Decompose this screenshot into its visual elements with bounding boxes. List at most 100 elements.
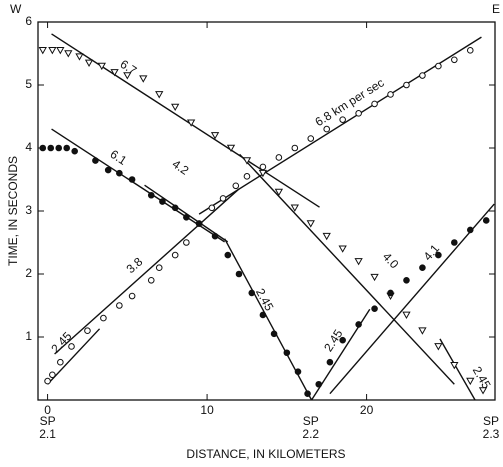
circle-point [466,226,474,234]
circle-point [371,100,378,108]
circle-point [39,144,47,152]
y-tick-label: 1 [25,329,32,343]
circle-point [243,173,251,180]
circle-point [171,204,179,212]
fit-line [239,153,455,385]
shot-point-label: 2.2 [302,427,319,441]
y-tick-label: 5 [25,77,32,91]
circle-point [219,195,227,202]
triangle-point [322,232,331,241]
y-tick-label: 4 [25,140,32,154]
circle-point [451,56,458,64]
shot-point-label: 2.1 [39,427,56,441]
circle-point [275,154,283,161]
triangle-point [466,377,475,386]
triangle-point [370,273,379,282]
triangle-point [110,69,119,77]
triangle-point [418,327,427,335]
triangle-point [155,91,164,99]
triangle-point [450,362,459,370]
circle-point [315,380,323,388]
triangle-point [186,119,196,127]
circle-point [307,135,315,142]
velocity-label: 2.45 [48,329,74,356]
triangle-point [478,387,488,395]
circle-point [435,251,442,259]
fit-line [51,128,226,243]
circle-point [128,176,136,183]
circle-point [171,251,179,259]
triangle-point [123,72,132,80]
circle-point [304,390,311,398]
circle-point [100,314,107,322]
corner-label: W [10,2,22,16]
circle-point [224,251,232,259]
plot-frame [37,21,496,401]
fit-line [51,33,320,208]
circle-point [232,182,240,190]
shot-point-label: SP [303,414,319,428]
circle-point [403,277,410,284]
circle-point [183,239,190,246]
circle-point [235,270,243,278]
triangle-point [290,204,299,212]
circle-point [49,371,56,379]
x-tick-label: 10 [200,403,214,417]
fit-line [329,203,495,395]
triangle-point [75,53,84,61]
triangle-point [97,62,106,71]
shot-point-label: 2.3 [483,427,500,441]
circle-point [128,292,136,300]
fit-line [144,184,229,243]
circle-point [104,166,112,174]
circle-point [451,239,458,246]
y-tick-label: 6 [25,14,32,28]
fit-line [439,338,476,401]
triangle-point [338,245,347,253]
circle-point [183,214,190,221]
circle-point [259,163,267,171]
fit-line [224,238,313,401]
triangle-point [434,343,443,351]
circle-point [371,305,378,312]
circle-point [159,198,166,205]
circle-point [147,277,155,284]
circle-point [387,289,394,297]
circle-point [208,204,216,212]
circle-point [387,91,394,98]
fit-line [47,328,101,385]
velocity-label: 3.8 [124,254,146,276]
circle-point [339,336,346,344]
velocity-label: 6.1 [108,147,130,168]
velocity-label: 2.45 [253,286,277,313]
circle-point [466,47,474,54]
circle-point [355,321,362,328]
triangle-point [402,311,411,319]
circle-point [92,157,99,164]
circle-point [323,125,331,133]
velocity-label: 4.0 [380,250,402,272]
triangle-point [56,47,65,55]
circle-point [71,147,78,155]
circle-point [44,377,51,385]
y-tick-label: 3 [25,203,32,217]
circle-point [435,62,442,70]
circle-point [326,358,334,366]
circle-point [482,217,490,224]
circle-point [291,144,299,152]
circle-point [248,289,256,297]
circle-point [116,302,123,309]
circle-point [47,144,55,152]
triangle-point [171,103,180,112]
triangle-point [139,75,148,83]
fit-line [198,36,482,215]
y-axis-label: TIME, IN SECONDS [6,156,20,266]
circle-point [419,264,426,272]
circle-point [63,144,71,152]
triangle-point [48,47,57,55]
x-axis-label: DISTANCE, IN KILOMETERS [186,447,345,461]
circle-point [259,311,267,319]
triangle-point [38,47,47,55]
triangle-point [258,169,268,178]
